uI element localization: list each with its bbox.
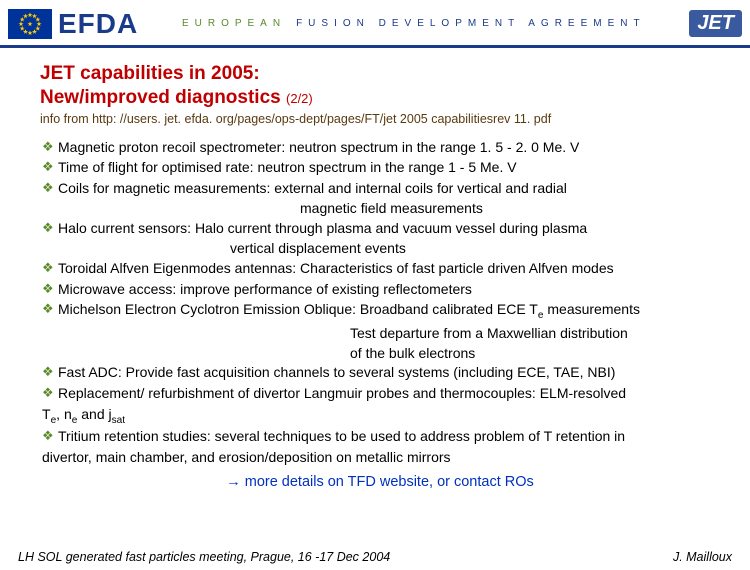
list-item: ❖Halo current sensors: Halo current thro… <box>40 219 720 239</box>
list-item-text: Replacement/ refurbishment of divertor L… <box>58 385 626 401</box>
slide-footer: LH SOL generated fast particles meeting,… <box>0 550 750 564</box>
list-item-text: Time of flight for optimised rate: neutr… <box>58 159 517 175</box>
info-source-line: info from http: //users. jet. efda. org/… <box>40 112 720 126</box>
list-item: ❖Time of flight for optimised rate: neut… <box>40 158 720 178</box>
list-item: ❖Toroidal Alfven Eigenmodes antennas: Ch… <box>40 259 720 279</box>
bullet-icon: ❖ <box>42 179 58 197</box>
title-line-1: JET capabilities in 2005: <box>40 62 720 86</box>
arrow-right-icon: → <box>226 474 241 490</box>
efda-logo-text: EFDA <box>58 8 138 40</box>
list-item: ❖Magnetic proton recoil spectrometer: ne… <box>40 138 720 158</box>
bullet-icon: ❖ <box>42 427 58 445</box>
bullet-icon: ❖ <box>42 280 58 298</box>
list-item-text: Coils for magnetic measurements: externa… <box>58 180 567 196</box>
list-item-subline: Test departure from a Maxwellian distrib… <box>40 324 720 344</box>
bullet-icon: ❖ <box>42 300 58 318</box>
list-item: ❖Tritium retention studies: several tech… <box>40 427 720 447</box>
footer-right: J. Mailloux <box>673 550 732 564</box>
bullet-icon: ❖ <box>42 138 58 156</box>
slide-body: JET capabilities in 2005: New/improved d… <box>0 48 750 490</box>
bullet-icon: ❖ <box>42 259 58 277</box>
list-item-text: Toroidal Alfven Eigenmodes antennas: Cha… <box>58 260 614 276</box>
footer-left: LH SOL generated fast particles meeting,… <box>18 550 390 564</box>
list-item-subline: vertical displacement events <box>40 239 720 259</box>
slide-header: EFDA EUROPEAN FUSION DEVELOPMENT AGREEMEN… <box>0 0 750 48</box>
list-item-continuation: divertor, main chamber, and erosion/depo… <box>40 448 720 468</box>
eu-flag-icon <box>8 9 52 39</box>
list-item-text: Tritium retention studies: several techn… <box>58 428 625 444</box>
hdr-word-european: EUROPEAN <box>182 18 286 29</box>
list-item: ❖Replacement/ refurbishment of divertor … <box>40 384 720 404</box>
bullet-icon: ❖ <box>42 384 58 402</box>
list-item-continuation: Te, ne and jsat <box>40 405 720 428</box>
list-item: ❖Fast ADC: Provide fast acquisition chan… <box>40 363 720 383</box>
bullet-icon: ❖ <box>42 363 58 381</box>
header-subtitle: EUROPEAN FUSION DEVELOPMENT AGREEMENT <box>182 18 646 29</box>
title-line-2: New/improved diagnostics (2/2) <box>40 86 720 110</box>
title-main-2: New/improved diagnostics <box>40 87 281 108</box>
list-item-subline: of the bulk electrons <box>40 344 720 364</box>
list-item-text: Microwave access: improve performance of… <box>58 281 472 297</box>
page-counter: (2/2) <box>286 91 313 106</box>
more-details-text: more details on TFD website, or contact … <box>245 474 534 490</box>
title-block: JET capabilities in 2005: New/improved d… <box>40 62 720 110</box>
list-item: ❖Microwave access: improve performance o… <box>40 280 720 300</box>
bullet-icon: ❖ <box>42 219 58 237</box>
hdr-words-rest: FUSION DEVELOPMENT AGREEMENT <box>296 18 646 29</box>
list-item-text: Halo current sensors: Halo current throu… <box>58 220 587 236</box>
list-item-text: Michelson Electron Cyclotron Emission Ob… <box>58 301 640 317</box>
jet-logo: JET <box>689 10 742 37</box>
more-details-line: → more details on TFD website, or contac… <box>40 474 720 490</box>
bullet-icon: ❖ <box>42 158 58 176</box>
list-item-subline: magnetic field measurements <box>40 199 720 219</box>
list-item: ❖Michelson Electron Cyclotron Emission O… <box>40 300 720 323</box>
list-item-text: Magnetic proton recoil spectrometer: neu… <box>58 139 579 155</box>
header-left: EFDA <box>8 8 138 40</box>
bullet-list: ❖Magnetic proton recoil spectrometer: ne… <box>40 138 720 468</box>
list-item-text: Fast ADC: Provide fast acquisition chann… <box>58 364 615 380</box>
list-item: ❖Coils for magnetic measurements: extern… <box>40 179 720 199</box>
